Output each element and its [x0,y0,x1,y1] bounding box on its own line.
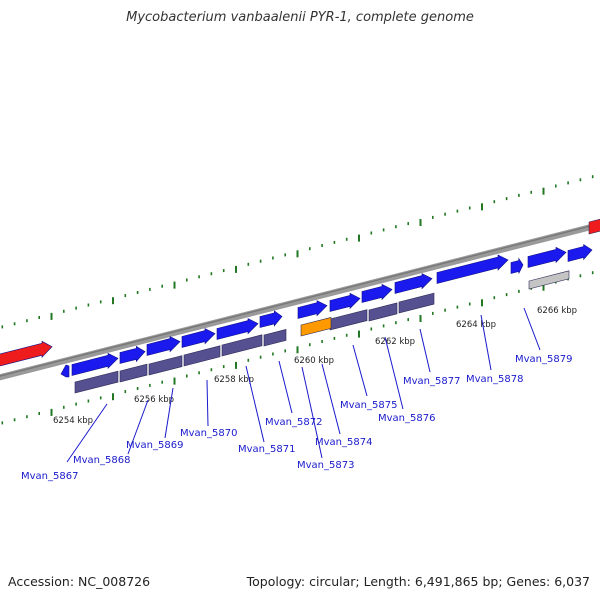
backbone-line [0,221,600,381]
gene-arrow [436,254,509,284]
cds-bar [74,370,119,394]
gene-leader-line [384,336,404,410]
cds-bar [263,329,287,347]
gene-leader-line [301,366,323,459]
cds-bar [148,355,183,376]
gene-label: Mvan_5867 [21,471,78,482]
backbone-layer [0,221,600,381]
gray-feature [528,270,570,290]
ruler-label: 6260 kbp [294,356,334,366]
gene-label: Mvan_5876 [378,413,435,424]
backbone-highlight [0,222,600,377]
gene-arrow [567,243,593,262]
gene-arrow [329,292,361,312]
gene-leader-line [352,344,368,397]
ruler-label: 6264 kbp [456,320,496,330]
accession-text: Accession: NC_008726 [8,574,151,589]
gene-label: Mvan_5875 [340,400,397,411]
gene-label: Mvan_5874 [315,437,372,448]
gene-label: Mvan_5869 [126,440,183,451]
gene-label: Mvan_5872 [265,417,322,428]
gene-label: Mvan_5873 [297,460,354,471]
gene-leader-line [245,365,265,443]
cds-bar [221,334,263,357]
gene-label: Mvan_5879 [515,354,572,365]
ruler-label: 6266 kbp [537,306,577,316]
ruler-label: 6254 kbp [53,416,93,426]
gene-leader-line [206,379,209,427]
gene-label: Mvan_5877 [403,376,460,387]
gene-arrow [361,283,393,303]
gene-leader-line [127,399,149,455]
gene-label: Mvan_5870 [180,428,237,439]
gene-arrow [119,345,146,364]
gene-arrow [146,336,181,356]
cds-bar [398,292,435,314]
genome-summary-text: Topology: circular; Length: 6,491,865 bp… [246,574,590,589]
gene-leader-line [321,363,341,435]
gene-leader-line [66,403,108,463]
red-feature-right [588,218,600,235]
gene-label: Mvan_5878 [466,374,523,385]
label-layer: Mvan_5867Mvan_5868Mvan_5869Mvan_5870Mvan… [21,307,572,482]
red-feature-left [0,340,53,367]
gene-label: Mvan_5871 [238,444,295,455]
cds-bar [329,309,368,331]
feature-layer [0,218,600,394]
gene-leader-line [419,328,431,373]
ruler-label: 6262 kbp [375,337,415,347]
gene-arrow-reverse [60,364,70,378]
gene-arrow [297,300,328,319]
gene-leader-line [523,307,541,351]
orange-feature [300,317,332,337]
ruler-label: 6258 kbp [214,375,254,385]
gene-leader-line [164,387,174,439]
gene-arrow [510,257,524,274]
gene-arrow [527,246,567,268]
gene-leader-line [480,314,492,371]
cds-bar [368,302,398,322]
genome-title: Mycobacterium vanbaalenii PYR-1, complet… [126,10,474,25]
gene-arrow [181,328,216,348]
gene-arrow [394,273,433,294]
gene-leader-line [278,360,293,414]
gene-arrow [71,352,119,376]
cds-bar [183,345,221,367]
ruler-layer: 6254 kbp 6256 kbp 6258 kbp 6260 kbp 6262 kbp… [53,306,577,426]
gene-label: Mvan_5868 [73,455,130,466]
cds-bar [119,363,148,383]
gene-arrow [259,310,283,328]
gene-arrow [216,318,259,340]
ruler-label: 6256 kbp [134,395,174,405]
